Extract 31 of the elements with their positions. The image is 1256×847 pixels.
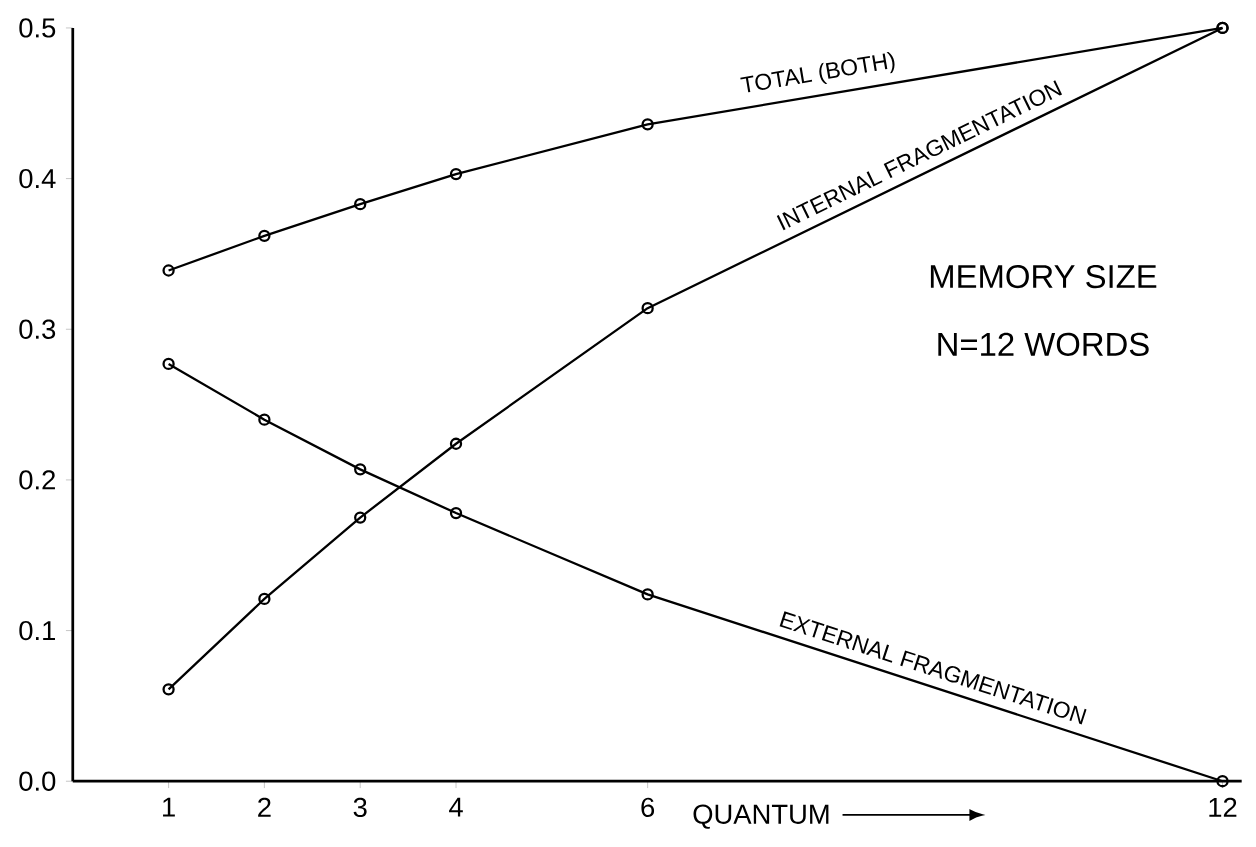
x-tick-label: 12 xyxy=(1209,797,1237,817)
point xyxy=(641,301,654,315)
y-tick-label: 0.3 xyxy=(19,319,56,339)
point xyxy=(354,463,367,476)
y-tick-label: 0.5 xyxy=(19,18,56,38)
y-tick-label: 0.2 xyxy=(19,470,55,490)
x-tick-label: 6 xyxy=(641,797,655,818)
annotation: N=12 WORDS xyxy=(938,332,1149,356)
y-tick-label: 0.0 xyxy=(19,771,56,791)
point xyxy=(162,264,175,277)
x-tick-label: 1 xyxy=(163,797,175,817)
point xyxy=(258,229,271,242)
point xyxy=(162,683,175,696)
point xyxy=(449,437,463,450)
x-axis-title: QUANTUM xyxy=(693,804,829,829)
point xyxy=(641,118,654,131)
point xyxy=(354,198,367,211)
point xyxy=(449,506,463,520)
y-tick-label: 0.1 xyxy=(19,620,55,641)
y-tick-label: 0.4 xyxy=(19,168,56,189)
point xyxy=(354,511,367,524)
annotation: MEMORY SIZE xyxy=(930,264,1157,289)
x-tick-label: 3 xyxy=(353,797,367,818)
x-tick-label: 2 xyxy=(258,797,271,817)
point xyxy=(162,357,175,371)
point xyxy=(258,592,271,606)
point xyxy=(258,413,271,426)
point xyxy=(1216,775,1229,788)
point xyxy=(449,167,463,181)
point xyxy=(641,588,654,601)
x-tick-label: 4 xyxy=(449,797,463,817)
